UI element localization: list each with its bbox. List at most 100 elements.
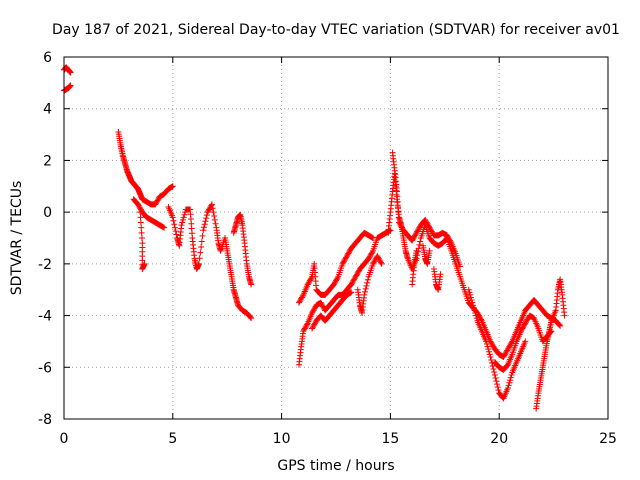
data-point: [339, 260, 346, 267]
y-tick-label: 4: [43, 102, 52, 118]
data-point: [342, 255, 349, 262]
data-point: [470, 302, 477, 309]
data-point: [507, 341, 514, 348]
data-point: [485, 346, 492, 353]
data-point: [200, 227, 207, 234]
data-point: [472, 309, 479, 316]
y-tick-label: -6: [38, 360, 52, 376]
data-point: [137, 209, 144, 216]
data-point: [466, 289, 473, 296]
data-point: [367, 253, 374, 260]
data-point: [494, 381, 501, 388]
data-point: [310, 307, 317, 314]
data-point: [171, 221, 178, 228]
data-point: [399, 224, 406, 231]
data-point: [518, 326, 525, 333]
data-point: [377, 258, 384, 265]
data-point: [306, 277, 313, 284]
data-point: [138, 229, 145, 236]
data-point: [340, 259, 347, 266]
data-point: [414, 228, 421, 235]
x-tick-labels: 0 5 10 15 20 25: [60, 431, 617, 447]
data-point: [354, 271, 361, 278]
chart-title: Day 187 of 2021, Sidereal Day-to-day VTE…: [52, 22, 620, 38]
data-point: [311, 320, 318, 327]
data-point: [427, 225, 434, 232]
data-point: [67, 82, 74, 89]
data-point: [506, 343, 513, 350]
data-point: [311, 306, 318, 313]
data-point: [198, 244, 205, 251]
data-point: [376, 256, 383, 263]
data-point: [395, 203, 402, 210]
data-point: [491, 372, 498, 379]
data-point: [309, 325, 316, 332]
data-point: [196, 255, 203, 262]
data-point: [467, 291, 474, 298]
data-point: [141, 260, 148, 267]
data-point: [447, 238, 454, 245]
data-point: [333, 276, 340, 283]
data-point: [395, 209, 402, 216]
data-point: [296, 298, 303, 305]
data-point: [343, 254, 350, 261]
data-point: [505, 382, 512, 389]
data-point: [411, 233, 418, 240]
data-point: [136, 203, 143, 210]
data-point: [211, 213, 218, 220]
data-point: [332, 278, 339, 285]
data-point: [352, 273, 359, 280]
data-point: [362, 288, 369, 295]
data-point: [298, 294, 305, 301]
data-point: [490, 343, 497, 350]
x-tick-label: 20: [490, 431, 508, 447]
data-point: [502, 350, 509, 357]
data-point: [484, 343, 491, 350]
data-point: [490, 366, 497, 373]
data-point: [522, 320, 529, 327]
data-point: [507, 374, 514, 381]
data-point: [330, 281, 337, 288]
data-point: [334, 275, 341, 282]
data-point: [206, 206, 213, 213]
data-point: [203, 215, 210, 222]
data-point: [423, 219, 430, 226]
data-point: [370, 259, 377, 266]
data-point: [505, 344, 512, 351]
data-point: [248, 315, 255, 322]
y-tick-label: -4: [38, 309, 52, 325]
data-point: [350, 277, 357, 284]
data-point: [138, 235, 145, 241]
data-point: [504, 346, 511, 353]
data-point: [310, 322, 317, 329]
data-point: [465, 286, 472, 293]
data-point: [318, 300, 325, 307]
data-point: [471, 307, 478, 314]
data-point: [362, 285, 369, 292]
data-point: [375, 254, 382, 261]
data-point: [197, 249, 204, 256]
data-point: [487, 353, 494, 360]
data-point: [476, 313, 483, 320]
data-point: [445, 235, 452, 241]
data-point: [500, 353, 507, 360]
data-point: [309, 308, 316, 315]
data-point: [364, 279, 371, 286]
data-point: [198, 238, 205, 245]
data-point: [507, 342, 514, 349]
data-point: [508, 372, 515, 379]
data-point: [494, 384, 501, 391]
data-point: [153, 198, 160, 205]
data-point: [300, 328, 307, 335]
data-point: [393, 188, 400, 195]
data-point: [179, 216, 186, 223]
data-point: [417, 238, 424, 245]
data-point: [345, 250, 352, 257]
data-point: [348, 280, 355, 287]
data-point: [297, 297, 304, 304]
data-point: [523, 319, 530, 326]
data-points: [61, 64, 568, 412]
data-point: [378, 260, 385, 267]
data-point: [501, 352, 508, 359]
data-point: [344, 251, 351, 258]
